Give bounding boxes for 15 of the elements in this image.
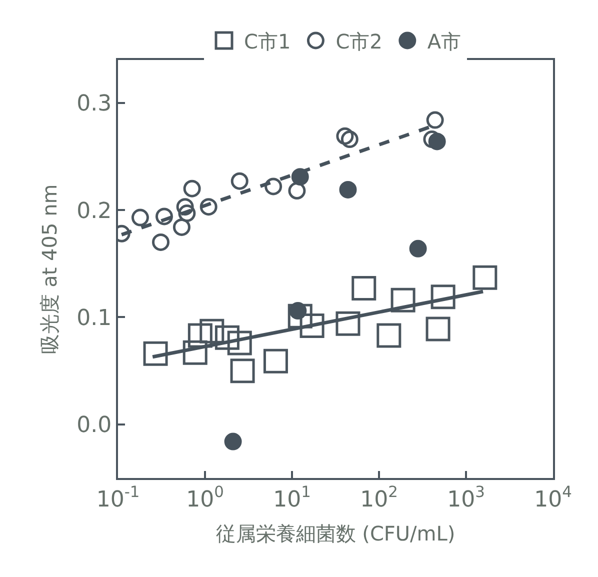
- y-tick-label: 0.3: [76, 92, 112, 117]
- x-tick-label: 10$^{1}$: [273, 483, 311, 512]
- legend-label: C市1: [244, 29, 291, 54]
- x-tick-label: 10$^{4}$: [534, 483, 572, 512]
- x-tick-label: 10$^{3}$: [447, 483, 485, 512]
- x-tick-label: 10$^{-1}$: [96, 483, 140, 512]
- y-tick-label: 0.0: [76, 413, 112, 438]
- x-tick-label: 10$^{2}$: [360, 483, 398, 512]
- y-tick-label: 0.1: [76, 306, 112, 331]
- legend-label: A市: [427, 29, 462, 54]
- y-axis-title: 吸光度 at 405 nm: [38, 184, 62, 354]
- y-tick-label: 0.2: [76, 198, 112, 224]
- x-tick-label: 10$^{0}$: [186, 483, 224, 512]
- legend-label: C市2: [336, 29, 382, 54]
- x-axis-title: 従属栄養細菌数 (CFU/mL): [216, 521, 456, 546]
